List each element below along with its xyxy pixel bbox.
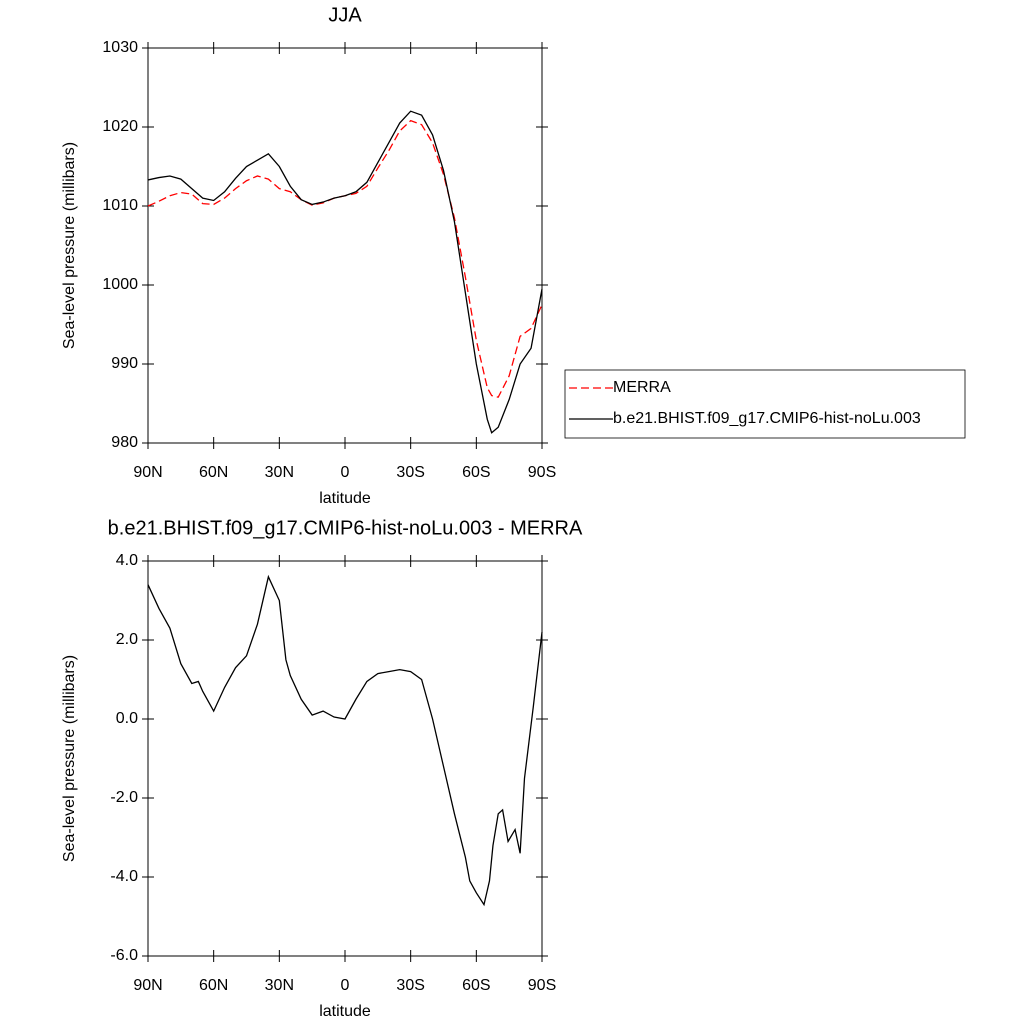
y-tick-label: -2.0 (110, 789, 138, 806)
x-tick-label: 60S (462, 464, 490, 481)
y-tick-label: 1010 (102, 197, 138, 214)
x-tick-label: 60N (199, 977, 228, 994)
x-tick-label: 90S (528, 464, 556, 481)
y-tick-label: 1000 (102, 276, 138, 293)
plot-frame (147, 560, 543, 957)
x-tick-label: 90N (133, 977, 162, 994)
x-tick-label: 90N (133, 464, 162, 481)
x-tick-label: 30N (265, 464, 294, 481)
y-tick-label: 1020 (102, 118, 138, 135)
x-tick-label: 60S (462, 977, 490, 994)
x-axis-label: latitude (319, 1003, 371, 1020)
y-axis-label: Sea-level pressure (millibars) (61, 655, 78, 862)
data-line (147, 110, 543, 434)
y-axis-label: Sea-level pressure (millibars) (61, 142, 78, 349)
chart-title: b.e21.BHIST.f09_g17.CMIP6-hist-noLu.003 … (108, 517, 583, 539)
y-tick-label: 4.0 (116, 552, 138, 569)
x-tick-label: 60N (199, 464, 228, 481)
y-tick-label: -6.0 (110, 947, 138, 964)
x-tick-label: 0 (341, 977, 350, 994)
x-tick-label: 30S (396, 464, 424, 481)
x-tick-label: 0 (341, 464, 350, 481)
y-tick-label: -4.0 (110, 868, 138, 885)
legend-label: MERRA (613, 379, 671, 396)
chart-title: JJA (328, 4, 362, 26)
x-tick-label: 30N (265, 977, 294, 994)
x-tick-label: 30S (396, 977, 424, 994)
y-tick-label: 980 (111, 434, 138, 451)
y-tick-label: 0.0 (116, 710, 138, 727)
y-tick-label: 990 (111, 355, 138, 372)
data-line (147, 119, 543, 398)
y-tick-label: 1030 (102, 39, 138, 56)
y-tick-label: 2.0 (116, 631, 138, 648)
x-axis-label: latitude (319, 490, 371, 507)
plot-frame (147, 47, 543, 444)
legend-label: b.e21.BHIST.f09_g17.CMIP6-hist-noLu.003 (613, 410, 921, 427)
legend-box (564, 369, 966, 439)
data-line (147, 574, 543, 907)
x-tick-label: 90S (528, 977, 556, 994)
